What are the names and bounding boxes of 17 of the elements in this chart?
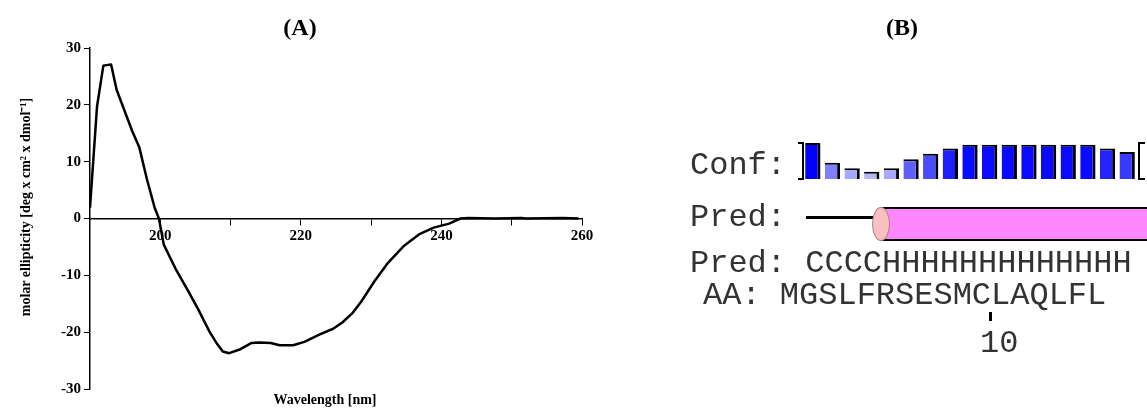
x-tick-label: 240: [430, 227, 453, 244]
x-axis-title: Wavelength [nm]: [272, 392, 378, 408]
text: 10: [980, 325, 1019, 362]
text: Pred:: [690, 199, 787, 236]
y-tick-label: 20: [66, 95, 81, 112]
y-tick-label: 30: [66, 38, 81, 55]
y-tick-label: -20: [61, 323, 81, 340]
chart-title: (B): [885, 14, 919, 41]
chart-title: (A): [282, 14, 318, 41]
y-tick-label: 0: [73, 209, 81, 226]
x-tick-label: 260: [570, 227, 594, 244]
text: Conf:: [690, 147, 787, 184]
y-axis-title: molar ellipticity [deg x cm² x dmol⁻¹]: [17, 97, 34, 317]
y-tick-label: -30: [61, 379, 81, 396]
x-tick-label: 220: [289, 227, 313, 244]
y-tick-label: -10: [61, 266, 81, 283]
y-tick-label: 10: [66, 152, 81, 169]
